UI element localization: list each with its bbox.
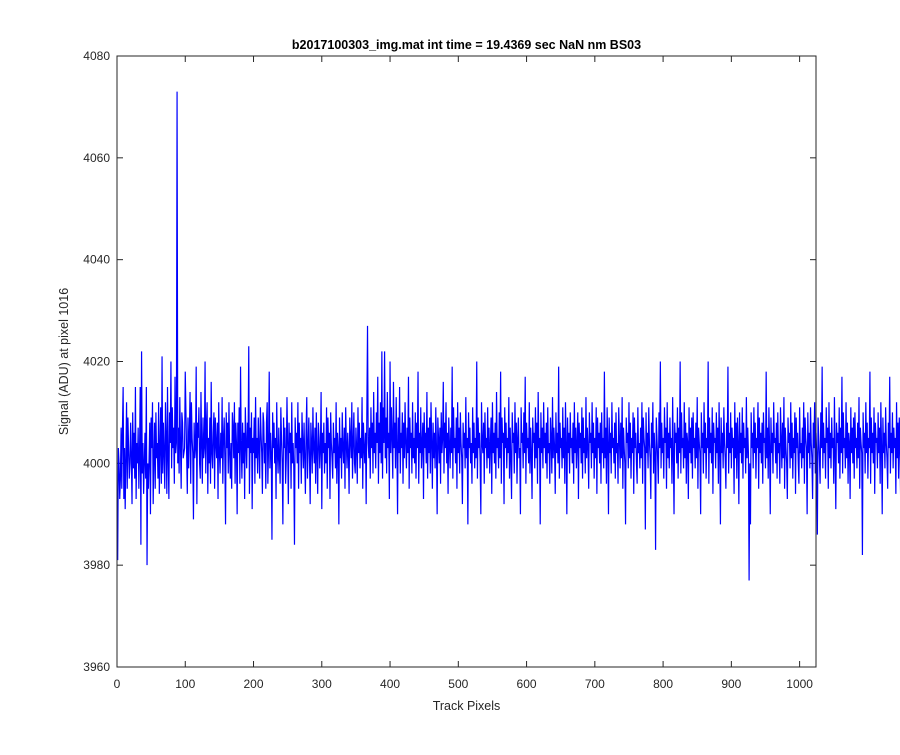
y-axis-label: Signal (ADU) at pixel 1016 [57,288,71,435]
axes-box [116,55,817,668]
series-layer [117,91,900,581]
x-tick-label: 300 [312,677,332,691]
chart-title: b2017100303_img.mat int time = 19.4369 s… [292,38,641,52]
x-tick-label: 600 [517,677,537,691]
x-tick-label: 100 [175,677,195,691]
x-axis-ticks: 0 100 200 300 400 500 600 700 800 900 1000 [114,56,813,691]
y-axis-ticks: 3960 3980 4000 4020 4040 4060 4080 [83,49,816,674]
x-tick-label: 400 [380,677,400,691]
x-tick-label: 900 [721,677,741,691]
y-tick-label: 3960 [83,660,110,674]
x-tick-label: 1000 [786,677,813,691]
y-tick-label: 4060 [83,151,110,165]
x-tick-label: 700 [585,677,605,691]
plot-area [117,56,816,667]
y-tick-label: 4000 [83,456,110,470]
x-tick-label: 200 [244,677,264,691]
y-tick-label: 4020 [83,355,110,369]
x-axis-label: Track Pixels [433,699,501,713]
y-tick-label: 4080 [83,49,110,63]
y-tick-label: 4040 [83,253,110,267]
x-tick-label: 0 [114,677,121,691]
y-tick-label: 3980 [83,558,110,572]
x-tick-label: 800 [653,677,673,691]
signal-series-line [117,91,900,581]
x-tick-label: 500 [448,677,468,691]
